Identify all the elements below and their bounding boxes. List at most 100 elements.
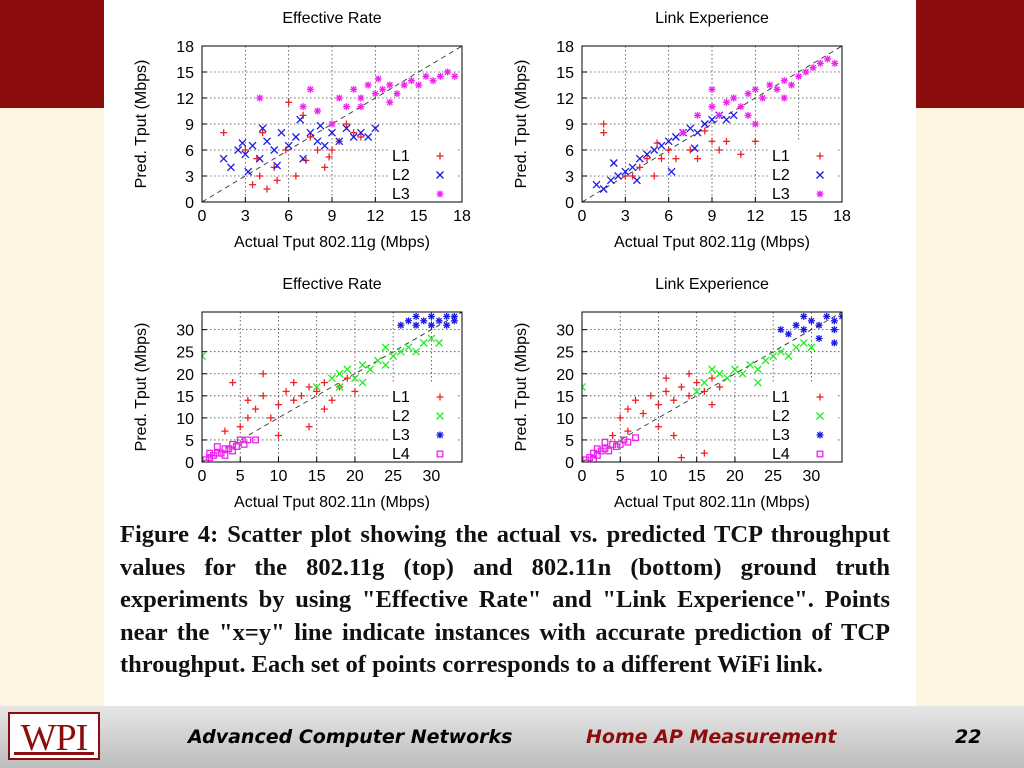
data-point-l2 [753,365,762,374]
data-point-l1 [632,396,640,404]
y-tick-label: 30 [556,323,574,340]
data-point-l1 [657,155,665,163]
data-point-l2 [614,172,623,180]
data-point-l1 [314,146,322,154]
data-point-l1 [282,146,290,154]
legend-label: L2 [772,167,790,184]
data-point-l4 [590,456,597,462]
y-tick-label: 15 [556,389,574,406]
chart-title: Effective Rate [282,10,381,27]
data-point-l2 [381,360,390,369]
data-point-l1 [302,156,310,164]
data-point-l2 [396,347,405,356]
data-point-l1 [274,432,282,440]
data-point-l2 [350,374,359,383]
data-point-l2 [412,347,421,356]
data-point-l3 [350,85,358,93]
scatter-plot-11n-link-experience: Link Experience Actual Tput 802.11n (Mbps… [513,276,843,511]
data-point-l1 [249,181,257,189]
legend-marker-l3 [436,190,444,198]
data-point-l4 [624,438,632,446]
data-point-l2 [693,128,702,137]
data-point-l1 [693,379,701,387]
data-point-l1 [643,155,651,163]
data-point-l3 [412,321,420,329]
data-point-l3 [824,55,832,63]
data-point-l3 [830,339,838,347]
data-point-l1 [685,392,693,400]
data-point-l3 [427,312,435,320]
data-point-l2 [776,347,785,356]
data-point-l2 [234,146,243,154]
scatter-plot-11n-effective-rate: Effective Rate Actual Tput 802.11n (Mbps)… [133,276,463,511]
data-point-l2 [792,343,801,352]
data-point-l2 [686,124,695,133]
data-point-l3 [451,72,459,80]
y-axis-label: Pred. Tput (Mbps) [133,60,150,189]
data-point-l1 [236,423,244,431]
data-point-l2 [621,167,630,176]
y-tick-label: 18 [556,39,574,56]
data-point-l3 [386,81,394,89]
data-point-l2 [371,124,380,133]
data-point-l1 [259,129,267,137]
legend-label: L3 [772,186,790,203]
data-point-l1 [313,387,321,395]
data-point-l2 [349,133,358,141]
y-tick-label: 5 [565,433,574,450]
x-tick-label: 20 [726,468,744,485]
logo-underline [14,752,94,755]
plot-frame [201,311,463,463]
legend-marker-l2 [816,412,824,420]
data-point-l3 [800,326,808,334]
data-point-l4 [616,440,624,448]
data-point-l1 [624,405,632,413]
data-point-l2 [244,167,253,176]
data-point-l3 [364,81,372,89]
legend-marker-l1 [436,393,444,401]
data-point-l2 [373,356,382,365]
data-point-l2 [335,383,344,391]
data-point-l3 [773,85,781,93]
data-point-l3 [744,90,752,98]
data-point-l1 [722,137,730,145]
data-point-l3 [708,103,716,111]
legend-marker-l4 [816,450,824,458]
data-point-l3 [777,326,785,334]
data-point-l2 [381,343,390,352]
data-point-l2 [291,133,300,141]
data-point-l4 [229,447,237,455]
data-point-l3 [374,75,382,83]
data-point-l3 [800,312,808,320]
data-point-l3 [357,103,365,111]
data-point-l2 [255,154,264,163]
data-point-l1 [267,414,275,422]
x-tick-label: 0 [198,468,207,485]
data-point-l3 [831,59,839,67]
legend-label: L2 [772,408,790,425]
x-axis-label: Actual Tput 802.11g (Mbps) [234,234,430,251]
data-point-l1 [259,370,267,378]
figure-panel [104,0,916,716]
data-point-l4 [252,436,259,444]
data-point-l1 [647,392,655,400]
legend-label: L1 [392,148,410,165]
data-point-l2 [730,365,739,374]
data-point-l2 [335,369,344,378]
data-point-l4 [232,443,240,451]
x-tick-label: 9 [708,208,717,225]
data-point-l2 [692,387,701,396]
data-point-l3 [342,103,350,111]
data-point-l3 [751,120,759,128]
data-point-l2 [635,154,644,163]
data-point-l2 [248,141,257,150]
data-point-l3 [420,317,428,325]
data-point-l2 [312,383,321,391]
data-point-l3 [744,111,752,119]
y-tick-label: 3 [565,169,574,186]
data-point-l2 [769,352,778,361]
legend-label: L3 [392,186,410,203]
data-point-l1 [600,120,608,128]
data-point-l1 [654,423,662,431]
data-point-l1 [685,370,693,378]
